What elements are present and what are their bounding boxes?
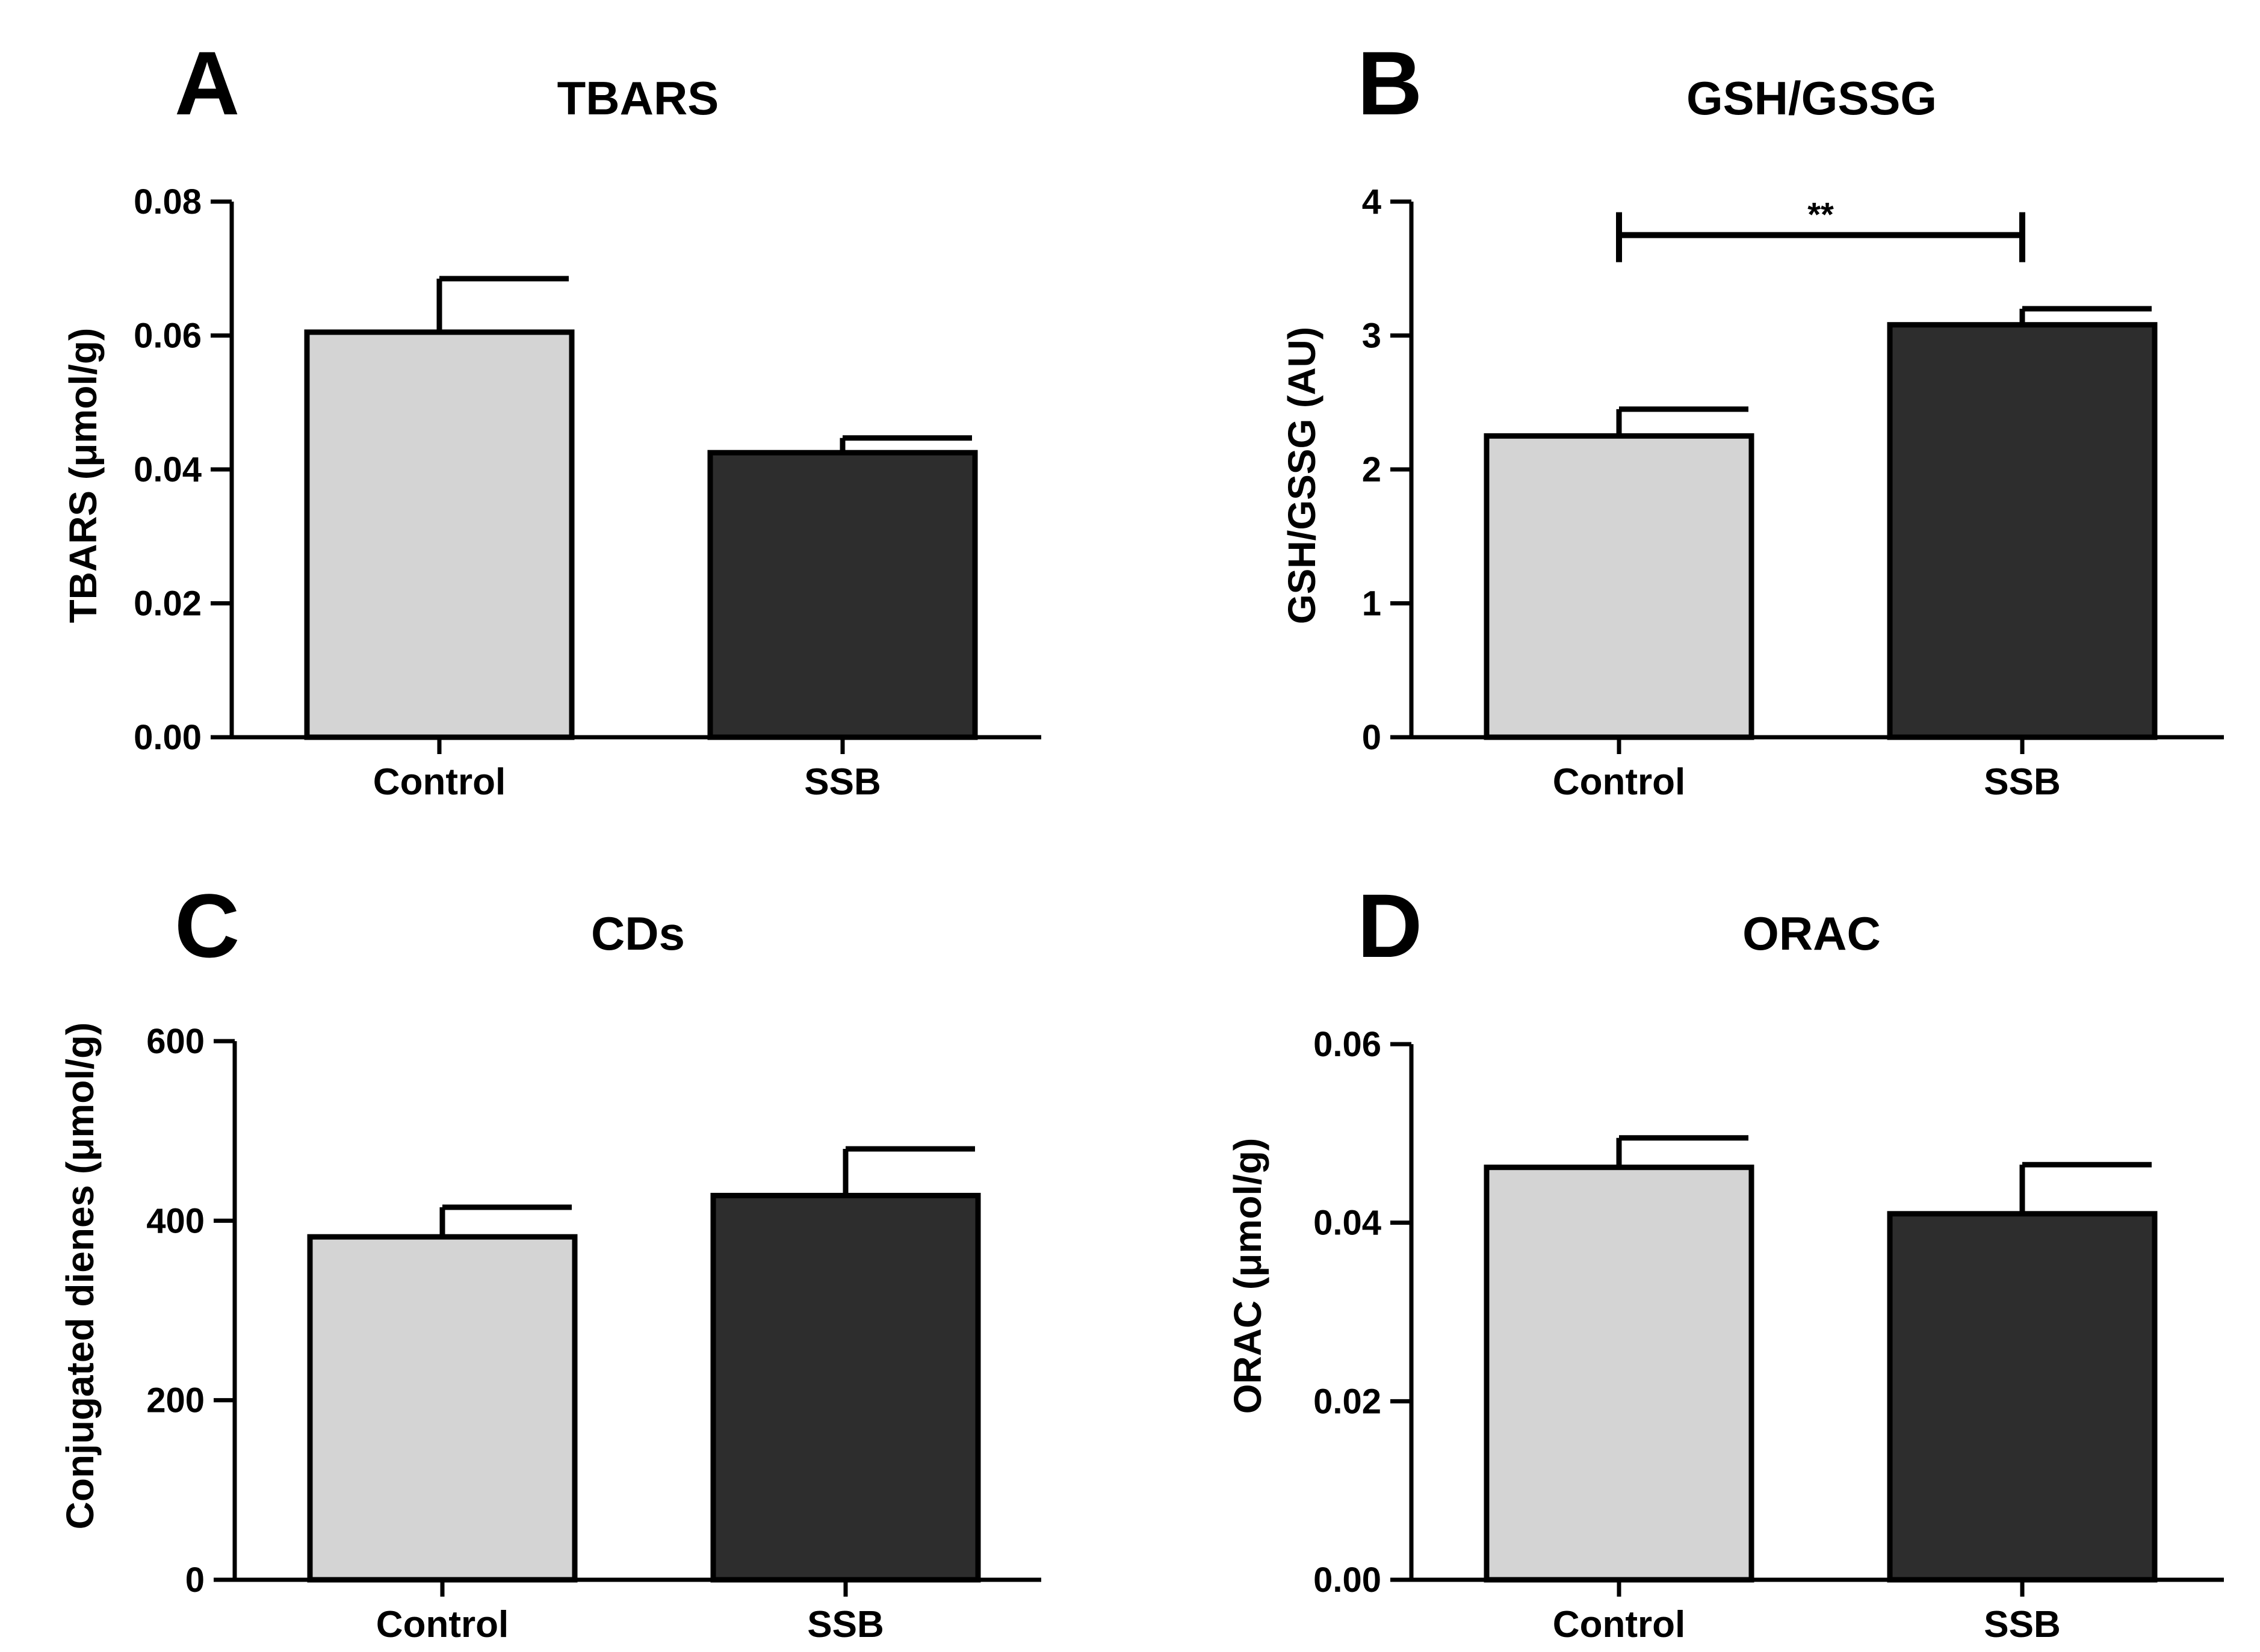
x-tick-label-orac-control: Control <box>1553 1604 1685 1645</box>
y-tick-label-orac: 0.04 <box>1313 1204 1381 1243</box>
y-tick-label-tbars: 0.00 <box>134 718 202 757</box>
bar-orac-control <box>1484 1165 1754 1583</box>
panel-b: B GSH/GSSG GSH/GSSG (AU) Control SSB 0 1 2 3 4… <box>1280 32 2224 803</box>
panel-letter-c: C <box>175 875 240 976</box>
bar-cds-control <box>307 1234 578 1583</box>
significance-label: ** <box>1807 196 1834 234</box>
y-tick-label-tbars: 0.04 <box>134 450 202 489</box>
panel-a: A TBARS TBARS (μmol/g) Control SSB 0.00 0.0… <box>61 32 1041 803</box>
panel-title-tbars: TBARS <box>557 72 719 125</box>
bar-gsh-gssg-ssb <box>1887 322 2158 740</box>
y-tick-label-gsh-gssg: 4 <box>1362 182 1381 221</box>
y-axis-label-tbars: TBARS (μmol/g) <box>61 328 105 623</box>
y-axis-label-orac: ORAC (μmol/g) <box>1226 1138 1269 1414</box>
bar-gsh-gssg-control <box>1484 433 1754 740</box>
plot-area-gsh-gssg: Control SSB 0 1 2 3 4 ** <box>1362 182 2224 803</box>
panel-title-cds: CDs <box>591 907 685 960</box>
bar-orac-ssb <box>1887 1211 2158 1583</box>
panel-title-gsh-gssg: GSH/GSSG <box>1686 72 1937 125</box>
y-tick-label-tbars: 0.06 <box>134 317 202 356</box>
x-tick-label-orac-ssb: SSB <box>1984 1604 2060 1645</box>
panel-letter-b: B <box>1357 32 1422 134</box>
x-tick-label-gsh-gssg-control: Control <box>1553 761 1685 803</box>
x-tick-label-gsh-gssg-ssb: SSB <box>1984 761 2060 803</box>
y-axis-label-cds: Conjugated dienes (μmol/g) <box>58 1022 102 1530</box>
y-tick-label-cds: 400 <box>146 1201 205 1240</box>
y-tick-label-tbars: 0.02 <box>134 584 202 623</box>
panel-c: C CDs Conjugated dienes (μmol/g) Control… <box>58 875 1041 1645</box>
panel-letter-d: D <box>1357 875 1422 976</box>
x-tick-label-tbars-ssb: SSB <box>804 761 881 803</box>
plot-area-cds: Control SSB 0 200 400 600 <box>146 1022 1041 1645</box>
y-tick-label-gsh-gssg: 3 <box>1362 317 1381 356</box>
plot-area-orac: Control SSB 0.00 0.02 0.04 0.06 <box>1313 1025 2224 1645</box>
y-tick-label-gsh-gssg: 0 <box>1362 718 1381 757</box>
y-tick-label-orac: 0.02 <box>1313 1382 1381 1421</box>
y-axis-label-gsh-gssg: GSH/GSSG (AU) <box>1280 327 1323 624</box>
y-tick-label-gsh-gssg: 1 <box>1362 584 1381 623</box>
y-tick-label-orac: 0.06 <box>1313 1025 1381 1064</box>
bar-tbars-control <box>304 329 575 740</box>
x-tick-label-cds-ssb: SSB <box>807 1604 884 1645</box>
y-tick-label-gsh-gssg: 2 <box>1362 450 1381 489</box>
y-tick-label-orac: 0.00 <box>1313 1561 1381 1600</box>
panel-d: D ORAC ORAC (μmol/g) Control SSB 0.00 0.02 0… <box>1226 875 2224 1645</box>
y-tick-label-tbars: 0.08 <box>134 182 202 221</box>
y-tick-label-cds: 600 <box>146 1022 205 1061</box>
x-tick-label-cds-control: Control <box>376 1604 509 1645</box>
y-tick-label-cds: 200 <box>146 1381 205 1420</box>
bar-cds-ssb <box>710 1193 981 1583</box>
panel-title-orac: ORAC <box>1742 907 1881 960</box>
plot-area-tbars: Control SSB 0.00 0.02 0.04 0.06 0.08 <box>134 182 1041 803</box>
bar-tbars-ssb <box>707 450 978 740</box>
x-tick-label-tbars-control: Control <box>373 761 506 803</box>
y-tick-label-cds: 0 <box>185 1561 205 1600</box>
panel-letter-a: A <box>175 32 240 134</box>
